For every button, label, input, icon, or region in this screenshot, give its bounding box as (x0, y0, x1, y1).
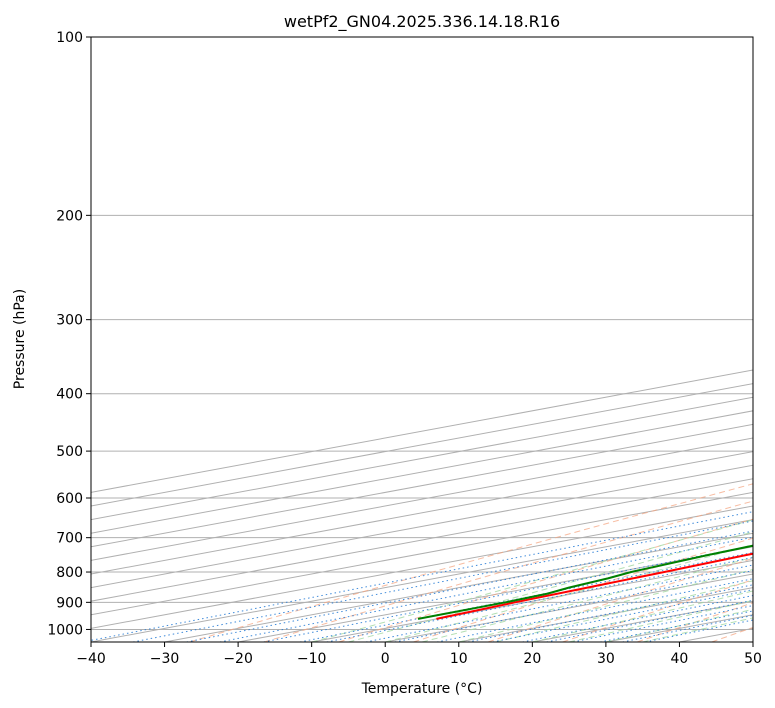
mixing-ratio-line (622, 614, 753, 642)
x-tick-label: 10 (450, 651, 468, 667)
x-tick-label: 30 (597, 651, 615, 667)
x-tick-label: −20 (223, 651, 253, 667)
mixing-ratio-line (326, 556, 753, 642)
y-axis-title: Pressure (hPa) (12, 289, 28, 389)
dry-adiabat (562, 579, 753, 642)
dewpoint-profile-line (417, 544, 753, 620)
mixing-ratio-line (132, 520, 753, 642)
x-tick-label: 0 (381, 651, 390, 667)
y-tick-label: 1000 (47, 622, 83, 638)
isotherm-gridline (91, 478, 753, 602)
y-tick-label: 300 (56, 313, 83, 329)
chart-title: wetPf2_GN04.2025.336.14.18.R16 (284, 12, 560, 32)
temperature-profile-line (436, 552, 753, 620)
isotherm-gridline (164, 532, 753, 642)
dry-adiabat (189, 483, 753, 642)
x-tick-label: 20 (523, 651, 541, 667)
y-tick-label: 500 (56, 444, 83, 460)
isotherm-gridline (91, 491, 753, 616)
moist-adiabat (532, 590, 753, 642)
x-axis-title: Temperature (°C) (361, 681, 483, 697)
isotherm-gridline (91, 423, 753, 548)
y-tick-label: 900 (56, 595, 83, 611)
isotherm-gridline (91, 505, 753, 629)
y-tick-label: 600 (56, 491, 83, 507)
isotherm-gridline (91, 437, 753, 561)
moist-adiabat (421, 556, 753, 642)
x-tick-label: −10 (297, 651, 327, 667)
y-tick-label: 700 (56, 531, 83, 547)
mixing-ratio-line (219, 536, 753, 642)
isotherm-gridline (91, 451, 753, 575)
dry-adiabat (413, 537, 753, 642)
isotherm-gridline (91, 464, 753, 589)
y-tick-label: 400 (56, 387, 83, 403)
y-tick-label: 200 (56, 208, 83, 224)
y-tick-label: 800 (56, 565, 83, 581)
y-tick-label: 100 (56, 30, 83, 46)
moist-adiabat (311, 519, 753, 642)
mixing-ratio-line (186, 530, 753, 642)
isotherm-gridline (91, 519, 753, 642)
plot-frame (90, 36, 754, 643)
mixing-ratio-line (599, 610, 753, 642)
x-tick-label: 50 (744, 651, 762, 667)
x-tick-label: −40 (76, 651, 106, 667)
moist-adiabat (495, 580, 753, 642)
x-tick-label: 40 (671, 651, 689, 667)
mixing-ratio-line (572, 605, 753, 642)
x-tick-label: −30 (150, 651, 180, 667)
